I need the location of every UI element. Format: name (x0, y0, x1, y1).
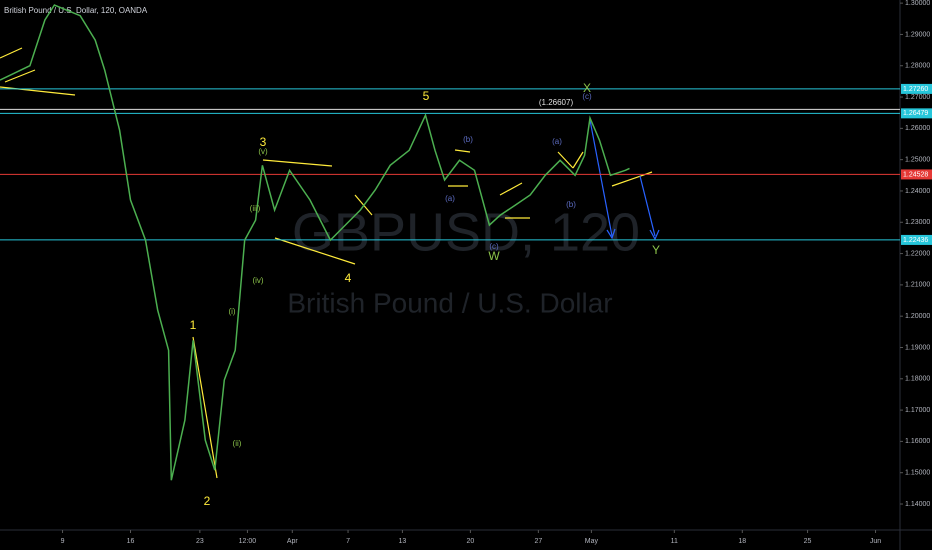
wave-label: 4 (345, 271, 352, 285)
watermark: GBPUSD, 120 (292, 202, 640, 262)
y-tick-label: 1.15000 (905, 470, 930, 477)
wave-label: (b) (463, 135, 473, 144)
wave-label: 2 (204, 494, 211, 508)
y-tick-label: 1.16000 (905, 438, 930, 445)
price-label: 1.24528 (903, 171, 928, 178)
wave-label: (v) (258, 147, 268, 156)
x-tick-label: 16 (127, 538, 135, 545)
x-tick-label: Apr (287, 538, 299, 545)
price-label-box (901, 108, 932, 119)
wave-label: (c) (582, 92, 592, 101)
y-tick-label: 1.17000 (905, 407, 930, 414)
price-line (0, 4, 630, 481)
y-tick-label: 1.25000 (905, 157, 930, 164)
y-tick-label: 1.14000 (905, 501, 930, 508)
wave-label: (ii) (233, 439, 242, 448)
x-tick-label: 9 (61, 538, 65, 545)
y-tick-label: 1.28000 (905, 63, 930, 70)
wave-label: (1.26607) (539, 98, 574, 107)
wave-label: (iv) (252, 276, 263, 285)
wave-label: (a) (445, 194, 455, 203)
y-tick-label: 1.26000 (905, 125, 930, 132)
price-label-box (901, 83, 932, 94)
wave-label: (iii) (250, 204, 261, 213)
wave-label: (c) (489, 242, 499, 251)
x-tick-label: 13 (399, 538, 407, 545)
wave-label: 5 (423, 89, 430, 103)
wave-label: (b) (566, 200, 576, 209)
x-tick-label: 12:00 (239, 538, 257, 545)
y-tick-label: 1.24000 (905, 188, 930, 195)
x-tick-label: May (585, 538, 599, 545)
x-tick-label: 18 (738, 538, 746, 545)
y-tick-label: 1.23000 (905, 219, 930, 226)
y-tick-label: 1.27000 (905, 94, 930, 101)
y-tick-label: 1.19000 (905, 344, 930, 351)
price-label: 1.22436 (903, 237, 928, 244)
price-label: 1.27260 (903, 86, 928, 93)
price-label: 1.26479 (903, 110, 928, 117)
y-tick-label: 1.20000 (905, 313, 930, 320)
x-tick-label: 27 (534, 538, 542, 545)
y-tick-label: 1.22000 (905, 250, 930, 257)
y-tick-label: 1.30000 (905, 0, 930, 7)
x-tick-label: 20 (466, 538, 474, 545)
price-label-box (901, 234, 932, 245)
y-tick-label: 1.21000 (905, 282, 930, 289)
x-tick-label: 23 (196, 538, 204, 545)
x-tick-label: Jun (870, 538, 881, 545)
chart-title: British Pound / U.S. Dollar, 120, OANDA (4, 6, 148, 15)
price-label-box (901, 169, 932, 180)
x-tick-label: 25 (804, 538, 812, 545)
x-tick-label: 11 (671, 538, 678, 545)
wave-label: W (488, 249, 500, 263)
wave-label: (a) (552, 137, 562, 146)
watermark-subtitle: British Pound / U.S. Dollar (287, 287, 612, 318)
wave-label: 1 (190, 318, 197, 332)
wave-label: X (583, 81, 591, 95)
x-tick-label: 7 (346, 538, 350, 545)
wave-label: 3 (260, 135, 267, 149)
wave-label: Y (652, 243, 660, 257)
y-tick-label: 1.29000 (905, 31, 930, 38)
projection-arrows (589, 119, 660, 241)
y-tick-label: 1.18000 (905, 376, 930, 383)
wave-label: (i) (228, 307, 235, 316)
